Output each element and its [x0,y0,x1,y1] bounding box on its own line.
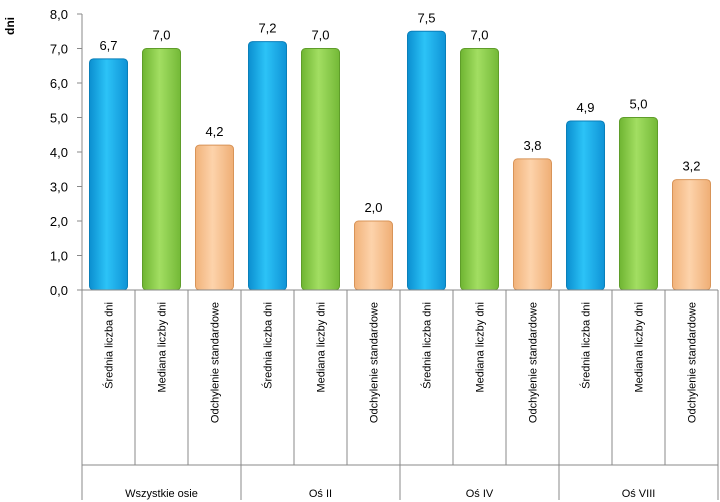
bar [195,144,234,291]
bar-value-label: 4,9 [576,100,594,115]
category-label: Mediana liczby dni [316,302,328,393]
bar [460,48,499,291]
bar [566,120,605,291]
bar-value-label: 4,2 [205,124,223,139]
bar [513,158,552,291]
y-tick-label: 6,0 [50,76,68,91]
category-label: Odchylenie standardowe [528,302,540,423]
bar [142,48,181,291]
y-tick-label: 3,0 [50,180,68,195]
y-tick-label: 0,0 [50,283,68,298]
category-label: Odchylenie standardowe [687,302,699,423]
category-label: Średnia liczba dni [580,302,593,389]
category-label: Średnia liczba dni [103,302,116,389]
y-tick-label: 2,0 [50,214,68,229]
y-tick-label: 8,0 [50,7,68,22]
bar-value-label: 7,0 [470,28,488,43]
y-tick-label: 7,0 [50,42,68,57]
bar-value-label: 7,2 [258,21,276,36]
bar-value-label: 3,2 [682,159,700,174]
bar [354,220,393,291]
bar [89,58,128,291]
bar-value-label: 2,0 [364,200,382,215]
bar-value-label: 5,0 [629,97,647,112]
bar [301,48,340,291]
bar [672,179,711,291]
category-label: Średnia liczba dni [262,302,275,389]
group-label: Wszystkie osie [125,488,198,500]
group-label: Oś IV [466,488,494,500]
category-label: Mediana liczby dni [475,302,487,393]
group-label: Oś VIII [622,488,656,500]
category-label: Odchylenie standardowe [210,302,222,423]
bar [407,30,446,291]
group-label: Oś II [309,488,332,500]
bar-value-label: 7,5 [417,10,435,25]
bar [619,117,658,291]
category-label: Mediana liczby dni [634,302,646,393]
y-tick-label: 5,0 [50,111,68,126]
bar-value-label: 6,7 [99,38,117,53]
category-label: Mediana liczby dni [157,302,169,393]
bar [248,41,287,291]
y-tick-label: 1,0 [50,249,68,264]
bar-value-label: 3,8 [523,138,541,153]
category-label: Średnia liczba dni [421,302,434,389]
y-axis-label: dni [3,17,17,35]
y-tick-label: 4,0 [50,145,68,160]
bar-value-label: 7,0 [311,28,329,43]
bar-value-label: 7,0 [152,28,170,43]
category-label: Odchylenie standardowe [369,302,381,423]
